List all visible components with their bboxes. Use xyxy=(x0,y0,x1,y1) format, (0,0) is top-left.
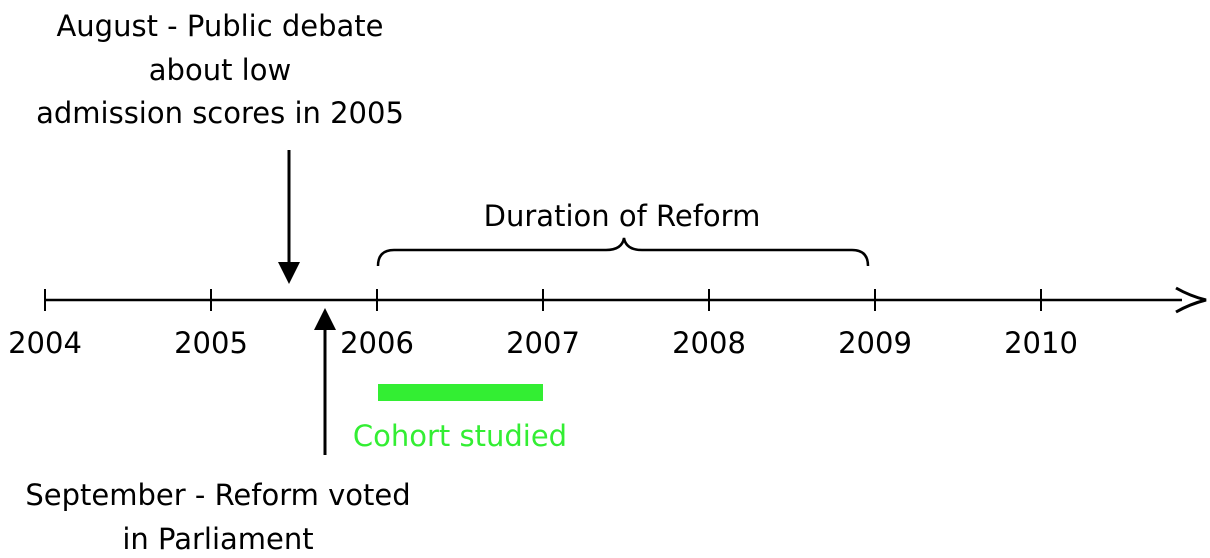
axis-arrow xyxy=(1175,286,1207,314)
arrow-head xyxy=(314,308,336,330)
brace xyxy=(376,237,870,267)
tick-label: 2005 xyxy=(174,326,248,360)
event-text: in Parliament xyxy=(122,522,313,556)
tick-label: 2007 xyxy=(506,326,580,360)
cohort-label: Cohort studied xyxy=(353,419,567,453)
tick-label: 2009 xyxy=(838,326,912,360)
tick-label: 2006 xyxy=(340,326,414,360)
event-text: August - Public debate xyxy=(56,9,383,43)
top-event: August - Public debate about low admissi… xyxy=(36,9,404,130)
tick-label: 2010 xyxy=(1004,326,1078,360)
cohort-bar xyxy=(378,384,543,401)
event-text: admission scores in 2005 xyxy=(36,96,404,130)
ticks: 2004 2005 2006 2007 2008 2009 2010 xyxy=(8,289,1078,360)
bottom-event: September - Reform voted in Parliament xyxy=(25,478,410,556)
tick-label: 2004 xyxy=(8,326,82,360)
tick-label: 2008 xyxy=(672,326,746,360)
event-text: September - Reform voted xyxy=(25,478,410,512)
event-text: about low xyxy=(149,53,291,87)
span-label: Duration of Reform xyxy=(484,199,761,233)
arrow-head xyxy=(278,262,300,284)
